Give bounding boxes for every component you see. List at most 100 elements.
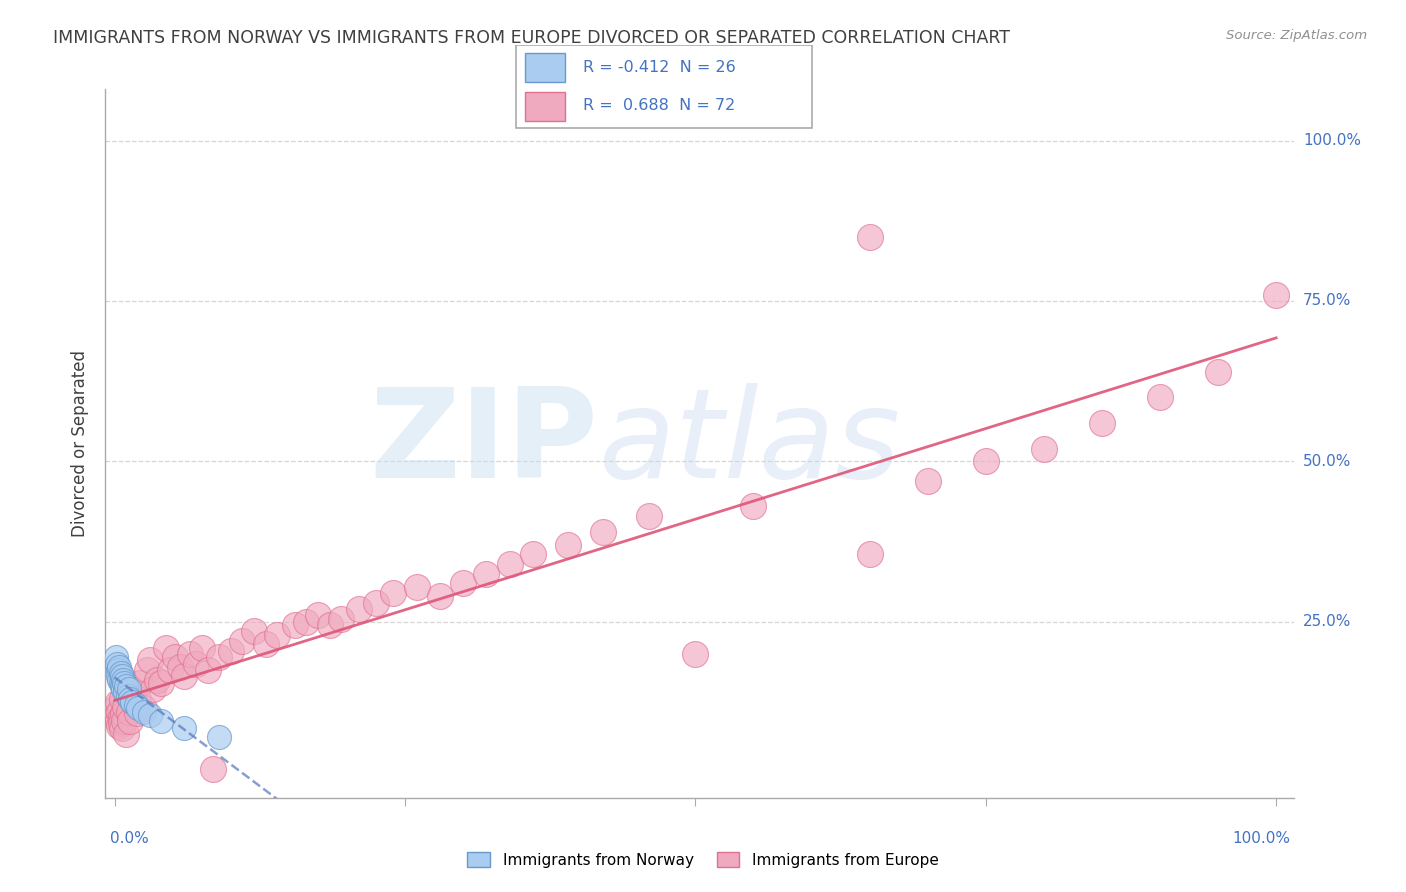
Point: [522, 548, 544, 562]
Point: [638, 508, 661, 523]
Point: [117, 689, 139, 703]
Point: [110, 675, 132, 690]
Text: 75.0%: 75.0%: [1303, 293, 1351, 309]
Point: [111, 679, 134, 693]
Text: 25.0%: 25.0%: [1303, 615, 1351, 630]
Point: [124, 695, 146, 709]
Point: [974, 454, 997, 468]
Text: 50.0%: 50.0%: [1303, 454, 1351, 469]
Point: [742, 500, 765, 514]
Point: [1149, 390, 1171, 404]
Point: [111, 669, 134, 683]
FancyBboxPatch shape: [526, 92, 565, 120]
Point: [169, 660, 191, 674]
Point: [318, 618, 340, 632]
Point: [110, 716, 132, 731]
FancyBboxPatch shape: [526, 54, 565, 82]
Point: [111, 691, 134, 706]
Point: [115, 679, 138, 693]
Point: [107, 695, 129, 709]
Point: [429, 589, 451, 603]
Point: [592, 524, 614, 539]
Y-axis label: Divorced or Separated: Divorced or Separated: [72, 351, 90, 537]
Point: [111, 721, 134, 735]
Text: ZIP: ZIP: [370, 384, 599, 504]
Point: [121, 682, 143, 697]
Point: [118, 714, 141, 729]
Point: [219, 644, 242, 658]
Point: [138, 707, 160, 722]
Point: [1265, 287, 1288, 301]
Point: [114, 685, 136, 699]
Point: [685, 647, 707, 661]
Text: 100.0%: 100.0%: [1233, 831, 1291, 846]
Point: [111, 682, 134, 697]
Point: [111, 706, 134, 721]
Point: [191, 640, 214, 655]
Point: [112, 714, 135, 729]
Text: 0.0%: 0.0%: [110, 831, 149, 846]
Point: [145, 673, 167, 687]
Point: [117, 685, 139, 699]
Point: [364, 596, 387, 610]
Point: [208, 650, 231, 665]
Point: [108, 719, 131, 733]
Point: [173, 721, 195, 735]
Point: [295, 615, 318, 629]
Point: [208, 731, 231, 745]
Point: [254, 637, 277, 651]
Point: [184, 657, 207, 671]
Point: [1206, 365, 1229, 379]
Point: [165, 650, 187, 665]
Point: [127, 701, 149, 715]
Legend: Immigrants from Norway, Immigrants from Europe: Immigrants from Norway, Immigrants from …: [461, 846, 945, 873]
Point: [129, 675, 152, 690]
Point: [243, 624, 266, 639]
Text: R =  0.688  N = 72: R = 0.688 N = 72: [582, 98, 735, 113]
Point: [197, 663, 219, 677]
Point: [132, 701, 155, 715]
Point: [124, 698, 146, 713]
Point: [159, 663, 181, 677]
Point: [284, 618, 307, 632]
Point: [173, 669, 195, 683]
FancyBboxPatch shape: [516, 45, 813, 128]
Point: [127, 691, 149, 706]
Point: [498, 557, 520, 571]
Point: [330, 612, 353, 626]
Point: [859, 548, 882, 562]
Point: [179, 647, 201, 661]
Point: [557, 538, 579, 552]
Point: [475, 566, 498, 581]
Point: [105, 657, 128, 671]
Point: [115, 727, 138, 741]
Point: [104, 701, 127, 715]
Point: [108, 673, 131, 687]
Point: [231, 634, 253, 648]
Point: [451, 576, 474, 591]
Point: [107, 663, 129, 677]
Point: [118, 682, 141, 697]
Text: 100.0%: 100.0%: [1303, 133, 1361, 148]
Point: [138, 653, 160, 667]
Point: [1091, 416, 1114, 430]
Point: [125, 706, 148, 720]
Point: [859, 229, 882, 244]
Point: [142, 682, 165, 697]
Point: [107, 669, 129, 683]
Point: [382, 586, 405, 600]
Point: [202, 763, 225, 777]
Point: [266, 628, 288, 642]
Point: [110, 666, 132, 681]
Point: [108, 660, 131, 674]
Point: [307, 608, 329, 623]
Point: [114, 699, 136, 714]
Point: [107, 714, 129, 729]
Point: [111, 673, 134, 687]
Point: [108, 705, 131, 719]
Point: [150, 675, 173, 690]
Point: [118, 705, 141, 719]
Point: [917, 474, 939, 488]
Point: [112, 675, 135, 690]
Text: R = -0.412  N = 26: R = -0.412 N = 26: [582, 60, 735, 75]
